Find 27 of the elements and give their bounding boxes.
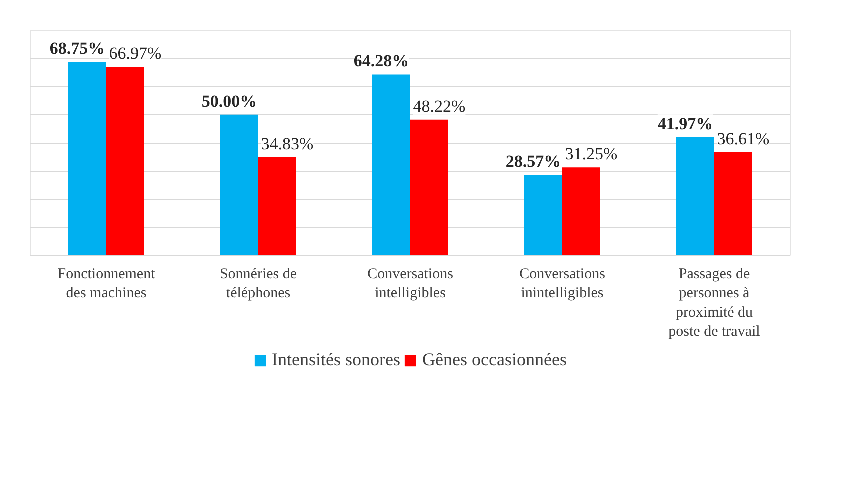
legend-label: Intensités sonores [272, 350, 401, 370]
data-label: 28.57% [506, 152, 562, 172]
x-tick-label: Passages de personnes à proximité du poste de travail [668, 266, 760, 340]
data-label: 50.00% [202, 92, 258, 111]
bar [524, 175, 562, 256]
data-label: 31.25% [565, 144, 618, 164]
bar [410, 120, 448, 256]
data-label: 41.97% [658, 114, 714, 134]
x-tick-label: Conversations intelligibles [368, 266, 454, 302]
x-tick-label: Fonctionnement des machines [58, 266, 156, 302]
data-label: 34.83% [261, 134, 314, 154]
bar [258, 158, 296, 256]
bar [220, 114, 258, 256]
bar [68, 62, 106, 256]
bar [562, 168, 600, 256]
legend-label: Gênes occasionnées [422, 350, 567, 370]
data-label: 36.61% [717, 130, 770, 149]
bar [372, 74, 410, 256]
data-label: 64.28% [354, 52, 410, 71]
data-label: 66.97% [109, 44, 162, 64]
x-tick-label: Sonnéries de téléphones [220, 266, 298, 302]
bar [676, 137, 714, 256]
bar [714, 152, 752, 256]
data-label: 48.22% [413, 96, 466, 116]
data-label: 68.75% [50, 39, 106, 58]
x-tick-label: Conversations inintelligibles [520, 266, 606, 302]
bar [106, 67, 144, 256]
